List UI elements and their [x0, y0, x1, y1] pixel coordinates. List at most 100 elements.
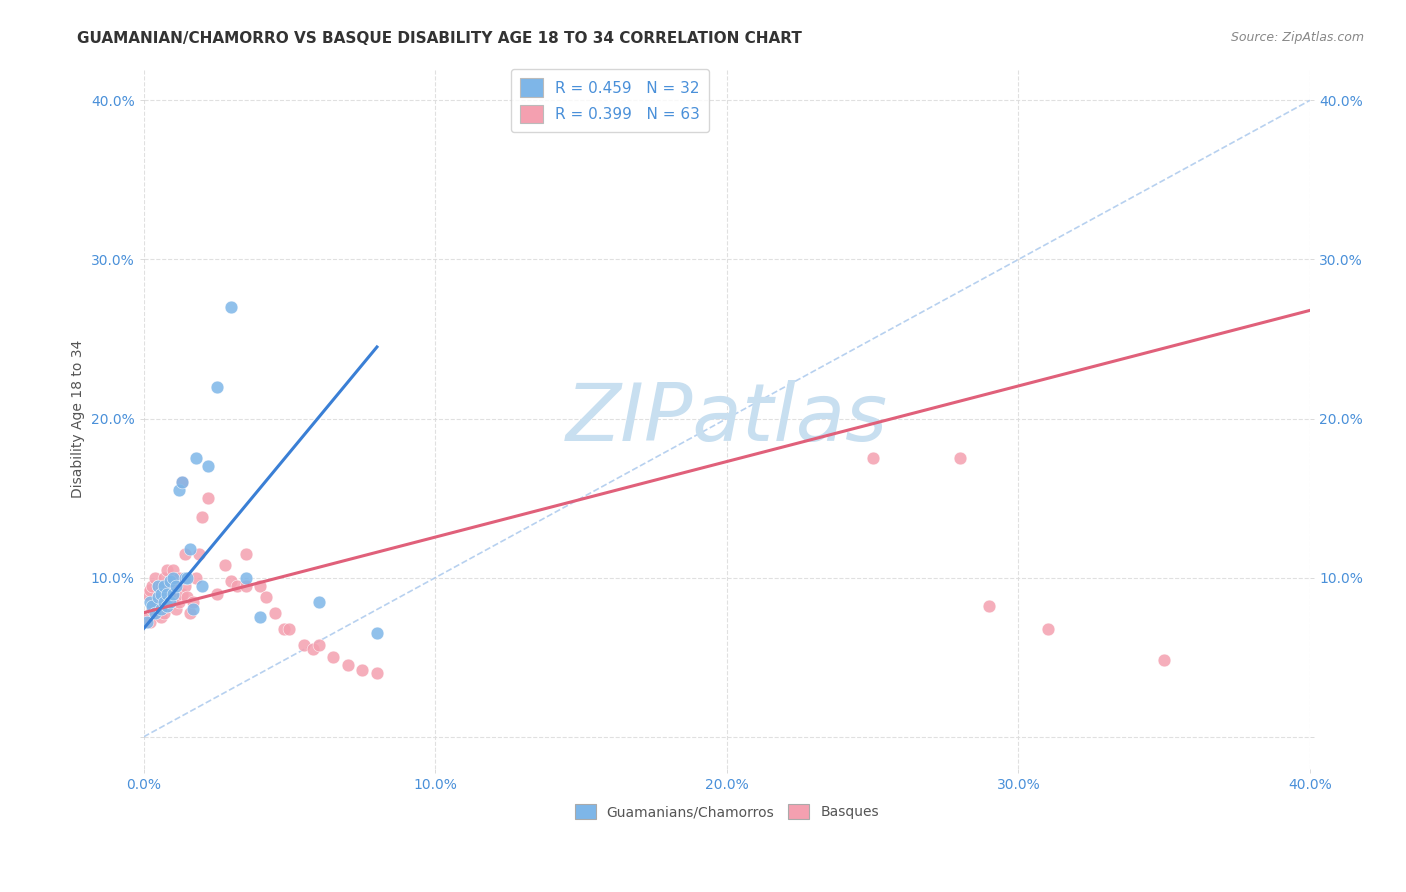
Text: GUAMANIAN/CHAMORRO VS BASQUE DISABILITY AGE 18 TO 34 CORRELATION CHART: GUAMANIAN/CHAMORRO VS BASQUE DISABILITY …	[77, 31, 803, 46]
Point	[165, 602, 187, 616]
Point	[308, 594, 330, 608]
Point	[191, 510, 214, 524]
Point	[150, 586, 173, 600]
Point	[308, 638, 330, 652]
Point	[979, 599, 1001, 614]
Point	[235, 547, 257, 561]
Point	[235, 571, 257, 585]
Point	[226, 579, 249, 593]
Point	[176, 590, 198, 604]
Point	[179, 606, 201, 620]
Point	[167, 594, 190, 608]
Point	[148, 590, 170, 604]
Point	[156, 563, 179, 577]
Point	[148, 579, 170, 593]
Text: Source: ZipAtlas.com: Source: ZipAtlas.com	[1230, 31, 1364, 45]
Point	[156, 599, 179, 614]
Point	[186, 451, 208, 466]
Point	[141, 602, 163, 616]
Point	[170, 586, 193, 600]
Text: ZIPatlas: ZIPatlas	[565, 380, 889, 458]
Point	[150, 610, 173, 624]
Point	[143, 571, 166, 585]
Y-axis label: Disability Age 18 to 34: Disability Age 18 to 34	[72, 340, 86, 498]
Point	[181, 594, 204, 608]
Point	[176, 571, 198, 585]
Point	[278, 622, 301, 636]
Point	[156, 586, 179, 600]
Point	[138, 615, 160, 630]
Point	[159, 574, 181, 588]
Point	[141, 579, 163, 593]
Point	[249, 610, 271, 624]
Point	[188, 547, 211, 561]
Point	[153, 571, 176, 585]
Point	[235, 579, 257, 593]
Point	[179, 542, 201, 557]
Point	[197, 491, 219, 505]
Point	[159, 590, 181, 604]
Point	[181, 602, 204, 616]
Point	[197, 459, 219, 474]
Point	[219, 574, 242, 588]
Point	[162, 590, 184, 604]
Point	[366, 626, 388, 640]
Point	[159, 594, 181, 608]
Point	[205, 586, 228, 600]
Legend: Guamanians/Chamorros, Basques: Guamanians/Chamorros, Basques	[569, 798, 884, 825]
Point	[167, 483, 190, 498]
Point	[173, 579, 195, 593]
Point	[153, 590, 176, 604]
Point	[165, 579, 187, 593]
Point	[141, 599, 163, 614]
Point	[249, 579, 271, 593]
Point	[273, 622, 295, 636]
Point	[1036, 622, 1059, 636]
Point	[153, 606, 176, 620]
Point	[156, 599, 179, 614]
Point	[150, 579, 173, 593]
Point	[173, 571, 195, 585]
Point	[150, 602, 173, 616]
Point	[143, 606, 166, 620]
Point	[153, 594, 176, 608]
Point	[148, 579, 170, 593]
Point	[176, 571, 198, 585]
Point	[336, 658, 359, 673]
Point	[150, 594, 173, 608]
Point	[138, 583, 160, 598]
Point	[162, 579, 184, 593]
Point	[292, 638, 315, 652]
Point	[156, 583, 179, 598]
Point	[138, 594, 160, 608]
Point	[254, 590, 277, 604]
Point	[153, 579, 176, 593]
Point	[162, 571, 184, 585]
Point	[165, 579, 187, 593]
Point	[170, 475, 193, 490]
Point	[186, 571, 208, 585]
Point	[170, 475, 193, 490]
Point	[167, 571, 190, 585]
Point	[148, 590, 170, 604]
Point	[173, 547, 195, 561]
Point	[352, 663, 374, 677]
Point	[135, 610, 157, 624]
Point	[862, 451, 884, 466]
Point	[1153, 653, 1175, 667]
Point	[191, 579, 214, 593]
Point	[143, 594, 166, 608]
Point	[949, 451, 972, 466]
Point	[366, 666, 388, 681]
Point	[205, 380, 228, 394]
Point	[322, 650, 344, 665]
Point	[214, 558, 236, 572]
Point	[162, 563, 184, 577]
Point	[159, 574, 181, 588]
Point	[301, 642, 323, 657]
Point	[162, 586, 184, 600]
Point	[135, 586, 157, 600]
Point	[219, 300, 242, 314]
Point	[135, 615, 157, 630]
Point	[264, 606, 287, 620]
